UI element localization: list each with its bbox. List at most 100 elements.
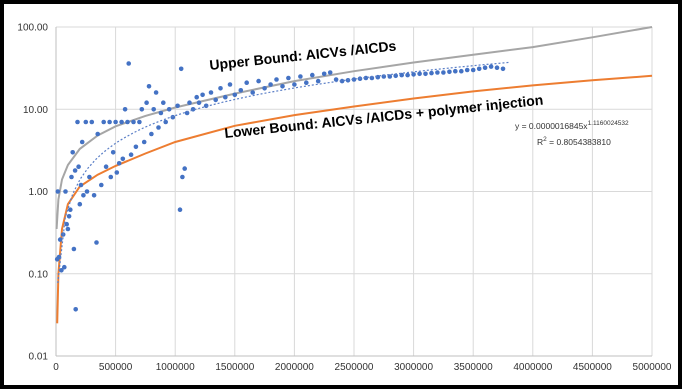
data-point [310,72,315,78]
data-point [55,189,61,194]
x-tick-label: 5000000 [633,362,672,373]
data-point [494,65,500,70]
lower-bound-label: Lower Bound: AICVs /AICDs + polymer inje… [224,92,544,141]
x-tick-label: 3000000 [394,362,433,373]
data-point [304,80,309,85]
x-tick-label: 0 [53,362,59,373]
data-point [144,100,149,105]
upper-bound-label: Upper Bound: AICVs /AICDs [209,37,398,73]
data-point [180,174,185,180]
data-point [103,164,109,169]
data-point [482,65,488,70]
data-point [78,182,84,188]
data-point [151,107,156,112]
data-point [321,71,327,77]
data-point [177,207,183,212]
data-point [79,139,85,145]
x-tick-label: 4500000 [573,362,612,373]
data-point [453,68,458,74]
data-point [122,107,128,112]
data-point [65,226,71,232]
r-squared-prefix: R [537,137,543,147]
data-point [113,119,118,125]
data-point [387,74,393,79]
data-point [75,119,80,125]
data-point [208,90,214,95]
data-point [116,161,122,166]
data-point [203,103,209,109]
data-point [175,103,180,109]
x-tick-labels: 0 500000 1000000 1500000 2000000 2500000 30000… [53,362,672,373]
trend-equation: y = 0.0000016845x1.1160024532 [515,120,629,131]
data-point [114,170,120,175]
data-point [393,73,399,79]
data-point [72,168,78,173]
y-tick-label: 1.00 [29,187,49,198]
data-point [108,174,114,180]
data-point [158,110,164,116]
data-point [89,119,95,125]
data-point [156,125,161,130]
data-point [64,221,69,227]
data-point [128,152,134,157]
data-point [81,193,86,198]
data-point [91,193,97,198]
data-point [280,84,285,89]
r-squared: R2 = 0.8054383810 [537,136,611,147]
data-point [194,94,199,100]
data-point [62,264,67,270]
bound-curves [55,26,653,324]
data-point [161,100,166,105]
data-point [218,86,223,91]
r-squared-sup: 2 [543,136,547,143]
data-point [244,80,249,85]
data-point [200,92,205,98]
data-point [76,164,81,169]
data-point [94,240,99,245]
data-point [87,174,92,180]
data-point [315,78,321,84]
data-point [262,86,267,91]
data-point [68,207,73,212]
data-point [139,107,145,112]
data-point [107,119,112,125]
lower-bound-curve [56,74,653,324]
data-point [363,75,369,81]
data-point [459,68,464,74]
data-point [166,107,172,112]
data-point [59,268,64,273]
data-point [110,150,116,155]
y-tick-labels: 0.01 0.10 1.00 10.00 100.00 [17,23,48,363]
data-point [73,307,78,312]
data-point [137,119,142,125]
x-tick-label: 1000000 [156,362,195,373]
x-tick-label: 2500000 [335,362,374,373]
y-tick-label: 0.10 [29,269,49,280]
data-point [178,66,184,72]
data-point [196,100,202,105]
data-point [476,66,482,72]
data-point [71,246,77,252]
data-point [126,61,131,66]
equation-base: y = 0.0000016845x [515,121,588,131]
r-squared-value: = 0.8054383810 [547,137,611,147]
data-point [464,67,470,73]
data-point [77,201,83,207]
data-point [57,237,63,242]
data-point [351,77,357,82]
data-point [488,64,494,69]
x-tick-label: 3500000 [454,362,493,373]
equation-exponent: 1.1160024532 [588,120,629,127]
x-tick-label: 1500000 [215,362,254,373]
upper-bound-curve [55,26,653,230]
x-tick-label: 2000000 [275,362,314,373]
data-point [250,90,255,95]
data-point [339,78,345,84]
data-point [470,67,476,73]
data-point [292,82,297,87]
data-point [232,92,238,98]
data-point [146,84,152,89]
data-point [149,131,154,137]
data-point [429,70,434,76]
